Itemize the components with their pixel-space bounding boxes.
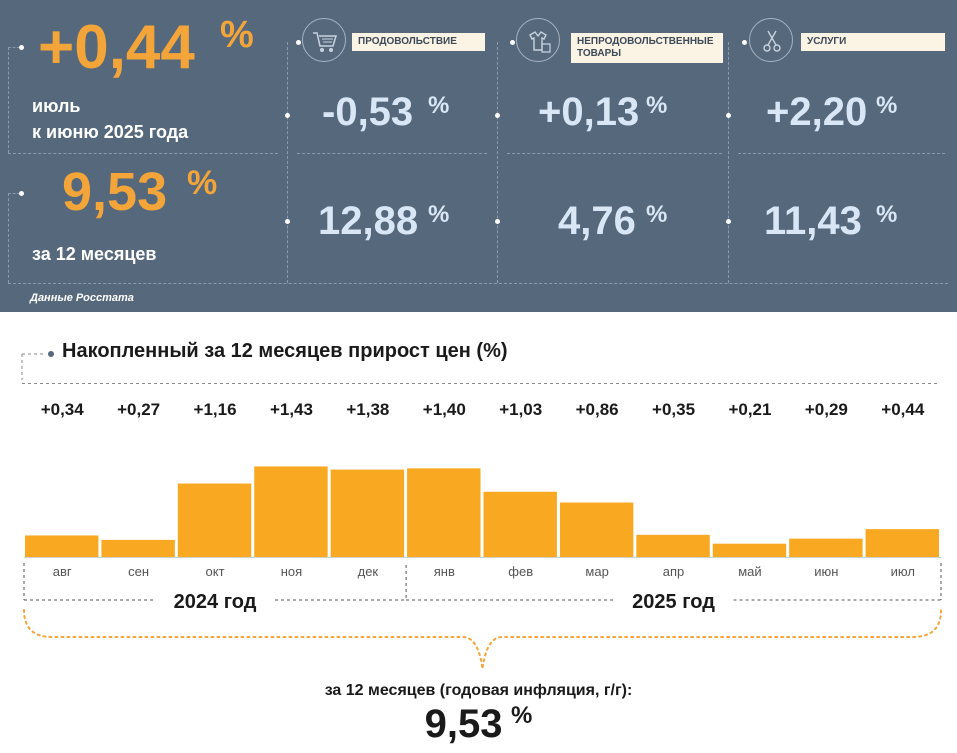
divider [8, 153, 278, 154]
tick-label-9: май [738, 564, 761, 579]
bullet-dot [285, 113, 290, 118]
year-label-1: 2025 год [632, 591, 715, 613]
monthly-label-line2: к июню 2025 года [32, 122, 189, 142]
tick-label-3: ноя [281, 564, 302, 579]
annual-value: 9,53 [62, 162, 168, 222]
nonfood-monthly-unit: % [646, 92, 668, 119]
year-brace [23, 609, 942, 670]
divider [738, 153, 945, 154]
data-label-8: +0,35 [652, 400, 695, 419]
tick-label-2: окт [206, 564, 225, 579]
bar-11 [865, 529, 939, 557]
divider [8, 193, 9, 283]
annual-inflation-unit: % [510, 702, 533, 729]
monthly-unit: % [220, 14, 254, 56]
tick-label-1: сен [128, 564, 149, 579]
bullet-dot [510, 40, 515, 45]
services-annual-unit: % [876, 201, 898, 228]
services-monthly-unit: % [876, 92, 898, 119]
bullet-dot [296, 40, 301, 45]
bullet-dot [726, 219, 731, 224]
category-label-nonfood: НЕПРОДОВОЛЬСТВЕННЫЕ ТОВАРЫ [571, 33, 723, 63]
divider [8, 47, 20, 48]
divider [507, 153, 722, 154]
data-label-2: +1,16 [194, 400, 237, 419]
shopping-cart-icon [302, 18, 346, 62]
summary-panel: +0,44 % июль к июню 2025 года 9,53 % за … [0, 0, 957, 312]
data-label-3: +1,43 [270, 400, 313, 419]
tick-label-0: авг [53, 564, 72, 579]
divider [297, 153, 487, 154]
category-label-food: ПРОДОВОЛЬСТВИЕ [352, 33, 485, 51]
data-label-9: +0,21 [728, 400, 771, 419]
divider [8, 47, 9, 153]
annual-unit: % [187, 164, 218, 202]
food-monthly-unit: % [428, 92, 450, 119]
food-annual-value: 12,88 [318, 199, 419, 243]
nonfood-annual-value: 4,76 [558, 199, 636, 243]
bar-6 [483, 491, 557, 557]
bar-0 [25, 535, 99, 557]
tick-label-7: мар [585, 564, 608, 579]
tick-label-6: фев [508, 564, 533, 579]
annual-label: за 12 месяцев [32, 244, 157, 264]
data-label-7: +0,86 [576, 400, 619, 419]
divider [8, 193, 20, 194]
bar-7 [559, 502, 634, 557]
data-label-1: +0,27 [117, 400, 160, 419]
bullet-dot [495, 219, 500, 224]
monthly-label-line1: июль [32, 96, 81, 116]
divider [287, 42, 288, 283]
bar-10 [789, 538, 863, 557]
nonfood-annual-unit: % [646, 201, 668, 228]
title-divider [22, 383, 940, 384]
bar-5 [407, 468, 481, 557]
data-label-6: +1,03 [499, 400, 542, 419]
bullet-dot [742, 40, 747, 45]
chart-title: Накопленный за 12 месяцев прирост цен (%… [62, 340, 508, 362]
monthly-value: +0,44 [38, 13, 195, 82]
bullet-dot [726, 113, 731, 118]
data-label-10: +0,29 [805, 400, 848, 419]
scissors-icon [749, 18, 793, 62]
food-annual-unit: % [428, 201, 450, 228]
divider [8, 283, 948, 284]
clothes-icon [516, 18, 560, 62]
bullet-dot [495, 113, 500, 118]
tick-label-4: дек [358, 564, 379, 579]
nonfood-monthly-value: +0,13 [538, 90, 640, 134]
year-label-0: 2024 год [174, 591, 257, 613]
source-note: Данные Росстата [30, 292, 134, 304]
bar-4 [330, 469, 405, 557]
data-label-4: +1,38 [346, 400, 389, 419]
bar-1 [101, 539, 175, 557]
title-connector [21, 351, 54, 380]
services-monthly-value: +2,20 [766, 90, 868, 134]
tick-label-11: июл [891, 564, 915, 579]
bullet-dot [285, 219, 290, 224]
bar-8 [636, 534, 710, 557]
category-label-services: УСЛУГИ [801, 33, 945, 51]
bar-9 [712, 543, 787, 557]
bar-3 [254, 466, 328, 557]
data-label-5: +1,40 [423, 400, 466, 419]
bullet-dot [19, 191, 24, 196]
tick-label-10: июн [814, 564, 838, 579]
food-monthly-value: -0,53 [322, 90, 414, 134]
divider [497, 42, 498, 283]
divider [728, 42, 729, 283]
data-label-11: +0,44 [881, 400, 925, 419]
bullet-dot [19, 45, 24, 50]
services-annual-value: 11,43 [764, 199, 862, 243]
tick-label-5: янв [434, 564, 455, 579]
annual-inflation-caption: за 12 месяцев (годовая инфляция, г/г): [324, 682, 633, 699]
annual-inflation-value: 9,53 [424, 702, 503, 746]
data-label-0: +0,34 [41, 400, 85, 419]
inflation-bar-chart: +0,34 авг +0,27 сен +1,16 окт +1,43 ноя +1,38 дек… [23, 400, 942, 670]
annual-inflation-wrap: 9,53 % [0, 702, 957, 747]
bar-2 [177, 483, 252, 557]
tick-label-8: апр [663, 564, 685, 579]
